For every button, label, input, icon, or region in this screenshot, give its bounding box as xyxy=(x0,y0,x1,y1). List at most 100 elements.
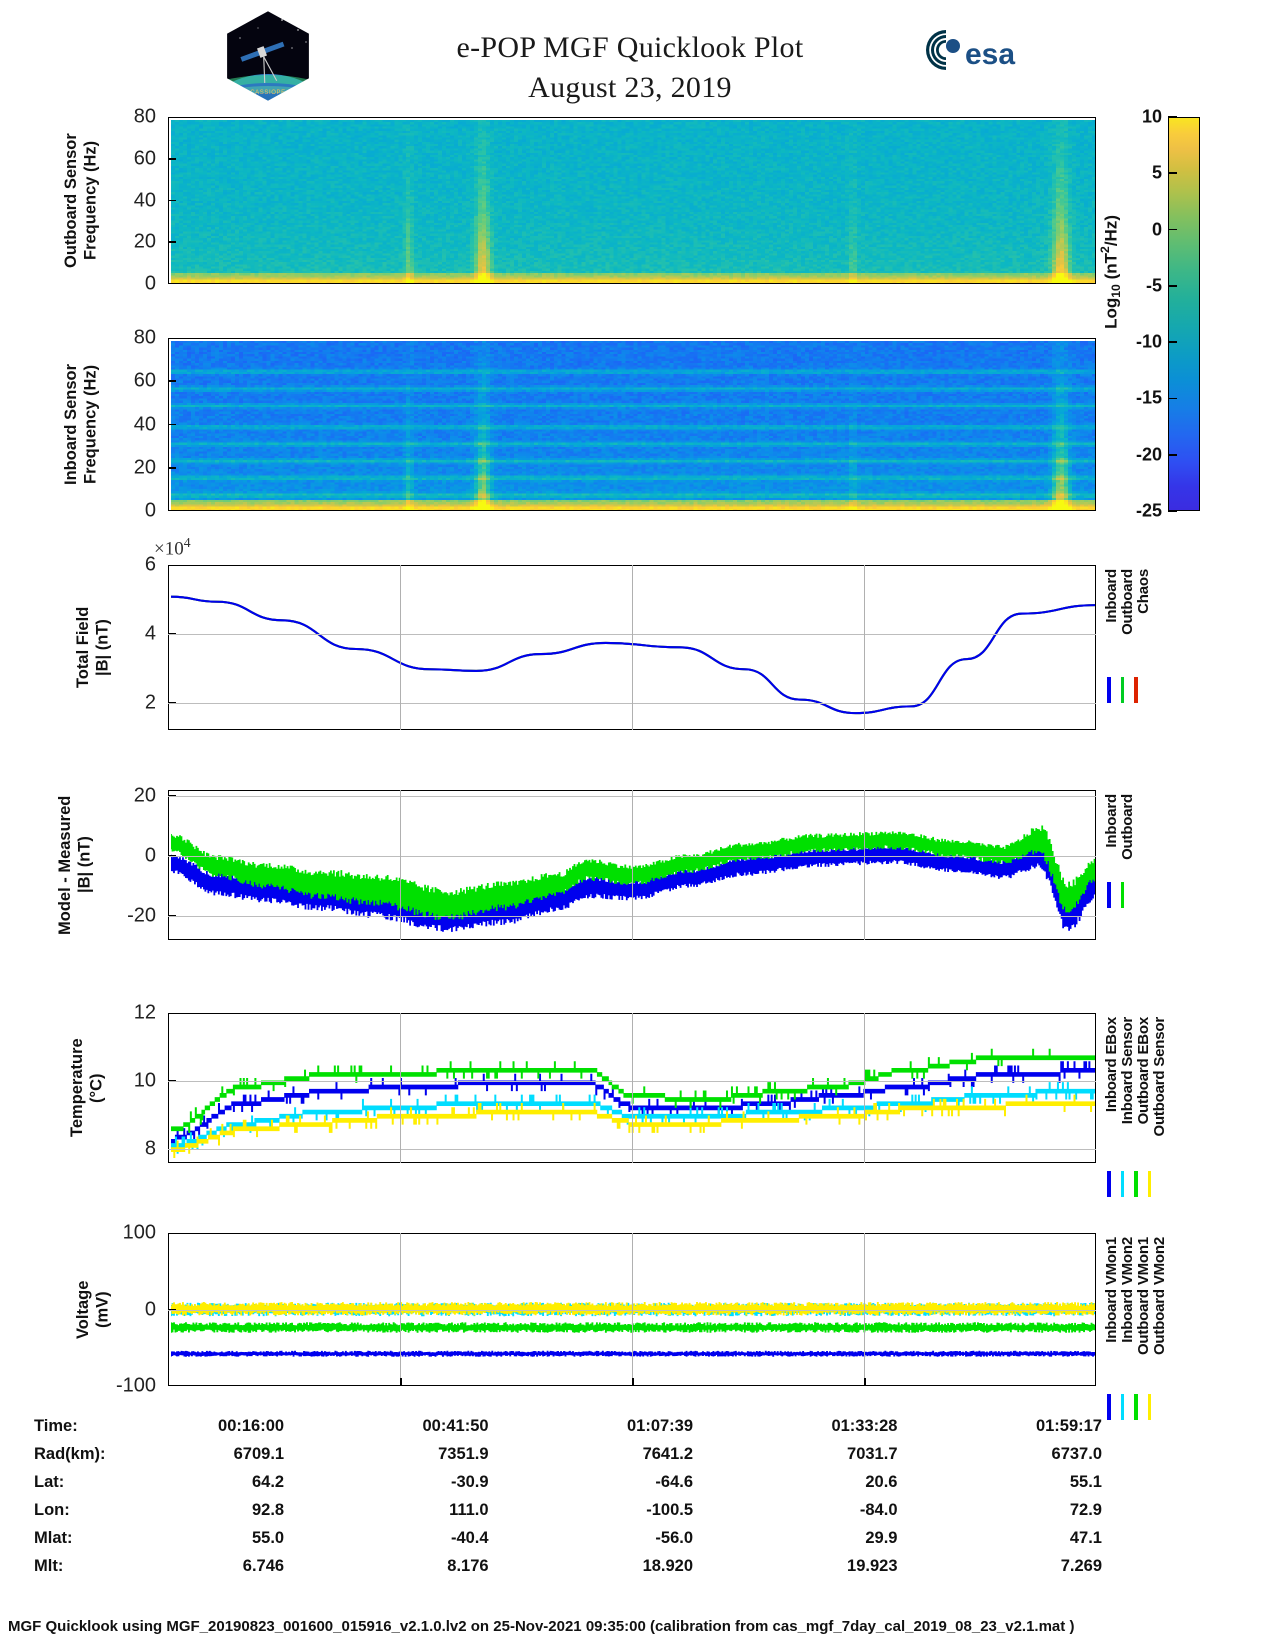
axis-multiplier-label: ×104 xyxy=(154,535,191,560)
legend-color-swatch xyxy=(1107,882,1111,908)
y-tick-mark xyxy=(168,1308,176,1311)
colorbar-tick-mark xyxy=(1168,116,1177,118)
plot-content-temperature xyxy=(170,1048,1095,1158)
vertical-gridline xyxy=(400,1013,401,1163)
colorbar-tick-label: -15 xyxy=(1135,387,1162,408)
legend-voltage: Inboard VMon1 Inboard VMon2 Outboard VMon1… xyxy=(1103,1237,1168,1356)
series-line-inboard xyxy=(170,595,1095,714)
y-tick-mark xyxy=(168,157,176,160)
y-tick-label: 0 xyxy=(144,499,156,522)
legend-color-swatch xyxy=(1120,882,1124,908)
spectrogram-image-inboard-spectrogram xyxy=(170,340,1095,510)
colorbar-gradient xyxy=(1168,117,1200,511)
legend-color-swatch xyxy=(1107,1171,1111,1197)
x-tick-mark xyxy=(632,1378,634,1386)
legend-total-field: Inboard Outboard Chaos xyxy=(1103,569,1152,635)
vertical-gridline xyxy=(400,565,401,730)
series-band-outboard xyxy=(170,824,1095,920)
table-cell: 00:41:50 xyxy=(422,1416,489,1435)
table-row: Mlt: 6.746 8.176 18.920 19.923 7.269 xyxy=(34,1552,1154,1580)
table-cell: 6737.0 xyxy=(1051,1444,1102,1463)
table-cell: 55.1 xyxy=(1069,1472,1102,1491)
table-row: Rad(km): 6709.1 7351.9 7641.2 7031.7 6737.0 xyxy=(34,1440,1154,1468)
header-band: CASSIOPE e-POP MGF Quicklook Plot August… xyxy=(0,0,1275,110)
series-band-inboard-ebox xyxy=(170,1060,1095,1144)
vertical-gridline xyxy=(864,1233,865,1386)
plot-panel-outboard-spectrogram xyxy=(168,117,1096,284)
table-row-header: Mlat: xyxy=(34,1528,73,1547)
table-row-header: Mlt: xyxy=(34,1556,64,1575)
y-tick-label: 20 xyxy=(133,784,156,807)
vertical-gridline xyxy=(632,565,633,730)
y-tick-label: 0 xyxy=(144,272,156,295)
table-cell: 64.2 xyxy=(251,1472,285,1491)
table-row-header: Rad(km): xyxy=(34,1444,106,1463)
table-cell: -56.0 xyxy=(655,1528,694,1547)
table-cell: 7351.9 xyxy=(438,1444,489,1463)
colorbar-tick-mark xyxy=(1168,397,1177,400)
table-cell: -40.4 xyxy=(450,1528,489,1547)
legend-entry-label: Inboard Sensor xyxy=(1119,1017,1136,1125)
table-cell: 7641.2 xyxy=(642,1444,694,1463)
legend-swatches-model-minus-measured xyxy=(1107,882,1134,908)
y-tick-label: 6 xyxy=(144,553,156,576)
y-tick-mark xyxy=(168,701,176,704)
colorbar-tick-mark xyxy=(1168,453,1177,456)
vertical-gridline xyxy=(864,790,865,940)
table-cell: 6709.1 xyxy=(233,1444,285,1463)
legend-entry-label: Inboard VMon1 xyxy=(1103,1237,1120,1343)
colorbar-tick-label: -20 xyxy=(1135,444,1162,465)
legend-color-swatch xyxy=(1120,1394,1124,1420)
legend-entry-label: Outboard VMon2 xyxy=(1151,1237,1168,1356)
y-tick-mark xyxy=(168,199,176,202)
series-line-chaos xyxy=(170,595,1095,714)
legend-color-swatch xyxy=(1134,677,1138,703)
legend-entry-label: Outboard EBox xyxy=(1135,1017,1152,1125)
table-row-header: Time: xyxy=(34,1416,78,1435)
table-cell: 00:16:00 xyxy=(218,1416,285,1435)
y-tick-mark xyxy=(168,855,176,857)
table-cell: 92.8 xyxy=(251,1500,285,1519)
table-row: Mlat: 55.0 -40.4 -56.0 29.9 47.1 xyxy=(34,1524,1154,1552)
y-tick-label: 4 xyxy=(144,622,156,645)
legend-color-swatch xyxy=(1134,1394,1138,1420)
y-tick-label: 20 xyxy=(133,456,156,479)
y-tick-label: 20 xyxy=(133,230,156,253)
legend-entry-label: Inboard EBox xyxy=(1103,1017,1120,1113)
colorbar-tick-label: -25 xyxy=(1135,500,1162,521)
colorbar-tick-label: 10 xyxy=(1141,106,1162,127)
legend-entry-label: Outboard VMon1 xyxy=(1135,1237,1152,1356)
x-tick-mark xyxy=(400,1378,402,1386)
legend-color-swatch xyxy=(1120,677,1124,703)
colorbar-tick-label: 0 xyxy=(1151,219,1162,240)
plot-content-model-minus-measured xyxy=(170,824,1095,932)
table-cell: 111.0 xyxy=(449,1500,489,1519)
series-band-inboard-vmon1 xyxy=(170,1350,1095,1357)
legend-temperature: Inboard EBox Inboard Sensor Outboard EBox O… xyxy=(1103,1017,1168,1137)
y-tick-label: 10 xyxy=(133,1069,156,1092)
y-tick-label: 0 xyxy=(144,1298,156,1320)
colorbar-tick-label: -5 xyxy=(1145,275,1162,296)
axis-multiplier: ×10 xyxy=(154,538,184,560)
y-tick-mark xyxy=(168,423,176,426)
table-cell: 29.9 xyxy=(865,1528,898,1547)
plot-content-voltage xyxy=(170,1301,1095,1357)
legend-entry-label: Inboard xyxy=(1103,569,1120,623)
table-cell: 20.6 xyxy=(865,1472,898,1491)
legend-color-swatch xyxy=(1107,1394,1111,1420)
y-tick-label: -20 xyxy=(127,904,156,927)
y-tick-label: 80 xyxy=(133,105,156,128)
title-block: e-POP MGF Quicklook Plot August 23, 2019 xyxy=(330,28,930,108)
y-tick-label: -100 xyxy=(115,1374,156,1397)
y-tick-label: 12 xyxy=(133,1001,156,1024)
vertical-gridline xyxy=(400,1233,401,1386)
legend-entry-label: Inboard xyxy=(1103,794,1120,848)
table-cell: 19.923 xyxy=(847,1556,898,1575)
table-row-header: Lon: xyxy=(34,1500,70,1519)
table-cell: 8.176 xyxy=(447,1556,489,1575)
vertical-gridline xyxy=(864,1013,865,1163)
y-tick-label: 40 xyxy=(133,189,156,211)
table-cell: 72.9 xyxy=(1069,1500,1102,1519)
table-cell: -64.6 xyxy=(655,1472,694,1491)
y-tick-label: 2 xyxy=(144,691,156,713)
